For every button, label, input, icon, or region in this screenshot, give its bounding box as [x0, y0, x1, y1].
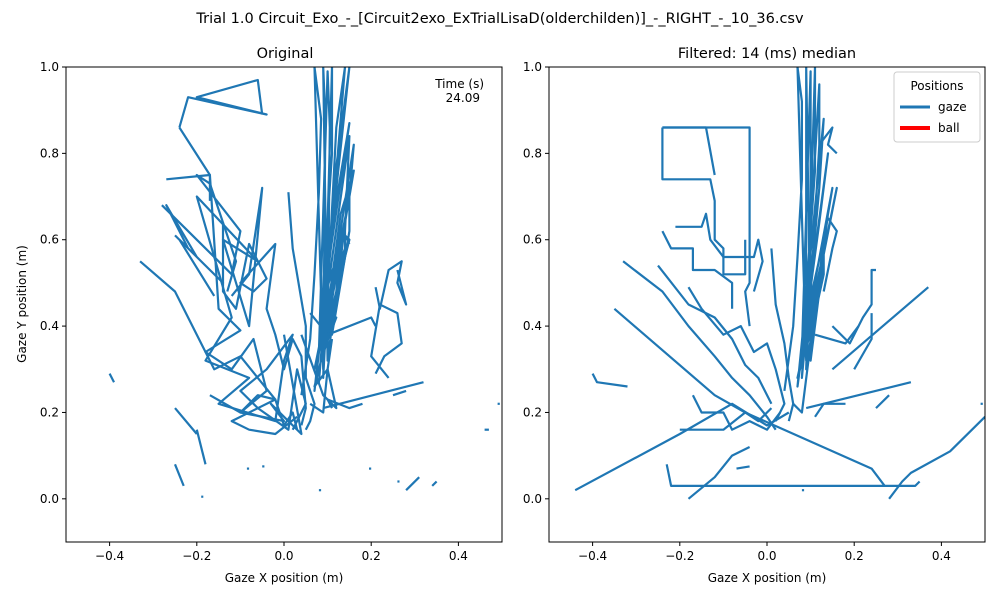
x-tick-label: 0.4	[932, 549, 951, 563]
gaze-trace-segment	[853, 313, 873, 370]
gaze-trace-segment	[888, 416, 985, 500]
x-tick-label: 0.0	[757, 549, 776, 563]
time-value: 24.09	[446, 91, 480, 105]
gaze-trace-segment	[165, 204, 225, 297]
gaze-trace-segment	[814, 325, 860, 345]
x-tick-label: 0.4	[449, 549, 468, 563]
gaze-trace-segment	[831, 268, 876, 345]
gaze-trace-segment	[392, 389, 407, 397]
gaze-trace-segment	[661, 127, 747, 276]
gaze-trace-segment	[370, 303, 403, 379]
time-label: Time (s)	[434, 77, 484, 91]
y-tick-label: 0.4	[523, 319, 542, 333]
ticks-original: −0.4 −0.2 0.0 0.2 0.4 0.0 0.2 0.4 0.6 0.8 1.0	[40, 60, 468, 563]
gaze-trace-segment	[405, 476, 420, 491]
y-tick-label: 0.6	[40, 233, 59, 247]
legend-box	[893, 71, 981, 143]
gaze-trace-segment	[744, 411, 886, 487]
y-tick-label: 0.8	[523, 146, 542, 160]
y-tick-label: 0.6	[523, 233, 542, 247]
gaze-trace-segment	[300, 67, 355, 414]
gaze-trace-segment	[875, 394, 890, 409]
gaze-trace-segment	[665, 464, 921, 487]
x-tick-label: −0.2	[665, 549, 694, 563]
gaze-trace-segment	[139, 260, 299, 430]
x-tick-label: 0.2	[362, 549, 381, 563]
gaze-trace-segment	[300, 334, 338, 410]
panel-title-original: Original	[257, 46, 314, 62]
y-tick-label: 0.2	[40, 405, 59, 419]
x-tick-label: −0.4	[95, 549, 124, 563]
gaze-trace-segment	[209, 394, 298, 436]
gaze-trace-segment	[161, 173, 242, 292]
gaze-trace-segment	[613, 307, 746, 414]
gaze-trace-segment	[178, 78, 268, 128]
x-tick-label: −0.4	[578, 549, 607, 563]
gaze-trace-segment	[327, 316, 377, 336]
legend-gaze-label: gaze	[938, 100, 967, 114]
x-tick-label: 0.2	[845, 549, 864, 563]
y-tick-label: 1.0	[40, 60, 59, 74]
gaze-trace-segment	[108, 373, 115, 383]
figure-suptitle: Trial 1.0 Circuit_Exo_-_[Circuit2exo_ExT…	[195, 11, 804, 27]
gaze-trace-segment	[831, 286, 930, 371]
gaze-trace-segment	[675, 212, 764, 292]
gaze-trace-segment	[662, 126, 751, 327]
panel-filtered: Filtered: 14 (ms) median −0.4 −0.2 0.0 0.2 0…	[523, 46, 986, 585]
gaze-trace-segment	[574, 402, 790, 492]
legend-title: Positions	[911, 79, 964, 93]
gaze-trace-segment	[622, 260, 777, 431]
gaze-trace-segment	[691, 394, 781, 431]
plot-area-original	[108, 67, 500, 498]
ticks-filtered: −0.4 −0.2 0.0 0.2 0.4 0.0 0.2 0.4 0.6 0.8 1.0	[523, 60, 951, 563]
x-axis-label-original: Gaze X position (m)	[225, 571, 344, 585]
gaze-trace-segment	[822, 217, 838, 292]
panel-original: Original −0.4 −0.2 0.0 0.2 0.4 0.0 0.2 0.4 0.6 0.…	[15, 46, 503, 585]
x-tick-label: 0.0	[274, 549, 293, 563]
y-tick-label: 0.4	[40, 319, 59, 333]
gaze-trace-segment	[657, 264, 773, 405]
panel-title-filtered: Filtered: 14 (ms) median	[678, 46, 856, 62]
gaze-trace-segment	[178, 126, 211, 201]
gaze-trace-segment	[166, 173, 303, 436]
gaze-trace-segment	[591, 373, 628, 388]
gaze-trace-segment	[770, 248, 795, 422]
gaze-trace-segment	[687, 446, 751, 500]
gaze-trace-segment	[195, 186, 307, 431]
y-axis-label-original: Gaze Y position (m)	[15, 245, 29, 363]
y-tick-label: 1.0	[523, 60, 542, 74]
plot-area-filtered	[574, 67, 985, 500]
y-tick-label: 0.0	[523, 492, 542, 506]
gaze-trace-segment	[661, 230, 734, 309]
gaze-trace-segment	[783, 67, 838, 414]
gaze-trace-segment	[662, 126, 716, 176]
x-tick-label: −0.2	[182, 549, 211, 563]
y-tick-label: 0.8	[40, 146, 59, 160]
gaze-trace-segment	[818, 126, 838, 155]
gaze-trace-segment	[687, 286, 786, 422]
y-tick-label: 0.0	[40, 492, 59, 506]
gaze-trace-segment	[330, 234, 351, 327]
y-tick-label: 0.2	[523, 405, 542, 419]
gaze-trace-segment	[805, 381, 912, 410]
gaze-trace-segment	[221, 222, 307, 426]
gaze-trace-segment	[431, 480, 438, 487]
gaze-trace-segment	[322, 381, 424, 410]
x-axis-label-filtered: Gaze X position (m)	[708, 571, 827, 585]
legend-ball-label: ball	[938, 121, 960, 135]
gaze-trace-segment	[736, 465, 750, 470]
gaze-trace-segment	[195, 429, 207, 465]
gaze-trace-segment	[173, 463, 185, 487]
gaze-trace-segment	[287, 192, 316, 431]
gaze-trace-segment	[174, 407, 198, 435]
legend: Positions gaze ball	[893, 71, 981, 143]
